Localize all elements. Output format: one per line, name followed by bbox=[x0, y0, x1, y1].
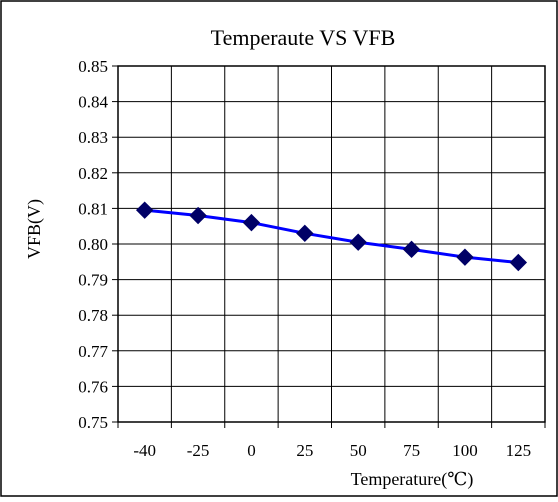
x-tick-label: 0 bbox=[247, 441, 256, 460]
x-tick-labels: -40 -25 0 25 50 75 100 125 bbox=[133, 441, 531, 460]
y-tick-label: 0.76 bbox=[78, 377, 108, 396]
chart-title: Temperaute VS VFB bbox=[211, 25, 396, 50]
data-point-0 bbox=[242, 213, 261, 232]
x-tick-label: 25 bbox=[296, 441, 313, 460]
x-axis-label: Temperature(℃) bbox=[351, 469, 474, 490]
plot-area-border bbox=[117, 65, 546, 423]
y-tick-label: 0.83 bbox=[78, 128, 108, 147]
data-point--40 bbox=[135, 201, 154, 219]
data-point-50 bbox=[349, 233, 367, 251]
data-point-75 bbox=[402, 240, 421, 259]
y-tick-labels: 0.85 0.84 0.83 0.82 0.81 0.80 0.79 0.78 0.77 0.76… bbox=[78, 57, 108, 432]
data-series bbox=[135, 201, 528, 272]
y-tick-label: 0.75 bbox=[78, 413, 108, 432]
x-tick-label: 100 bbox=[452, 441, 478, 460]
x-tick-label: -25 bbox=[187, 441, 210, 460]
x-tick-label: -40 bbox=[133, 441, 156, 460]
y-axis-label: VFB(V) bbox=[24, 199, 45, 259]
data-point-125 bbox=[509, 253, 528, 272]
data-point--25 bbox=[189, 206, 207, 225]
x-tick-label: 50 bbox=[350, 441, 367, 460]
data-point-25 bbox=[296, 224, 314, 243]
data-point-100 bbox=[456, 248, 474, 266]
x-tick-label: 125 bbox=[506, 441, 532, 460]
y-tick-label: 0.82 bbox=[78, 164, 108, 183]
y-tick-label: 0.78 bbox=[78, 306, 108, 325]
y-tick-label: 0.84 bbox=[78, 93, 108, 112]
x-tick-label: 75 bbox=[403, 441, 420, 460]
y-tick-label: 0.81 bbox=[78, 199, 108, 218]
y-tick-label: 0.80 bbox=[78, 235, 108, 254]
y-tick-label: 0.77 bbox=[78, 342, 108, 361]
y-tick-label: 0.79 bbox=[78, 271, 108, 290]
y-tick-label: 0.85 bbox=[78, 57, 108, 76]
series-line bbox=[144, 208, 519, 265]
